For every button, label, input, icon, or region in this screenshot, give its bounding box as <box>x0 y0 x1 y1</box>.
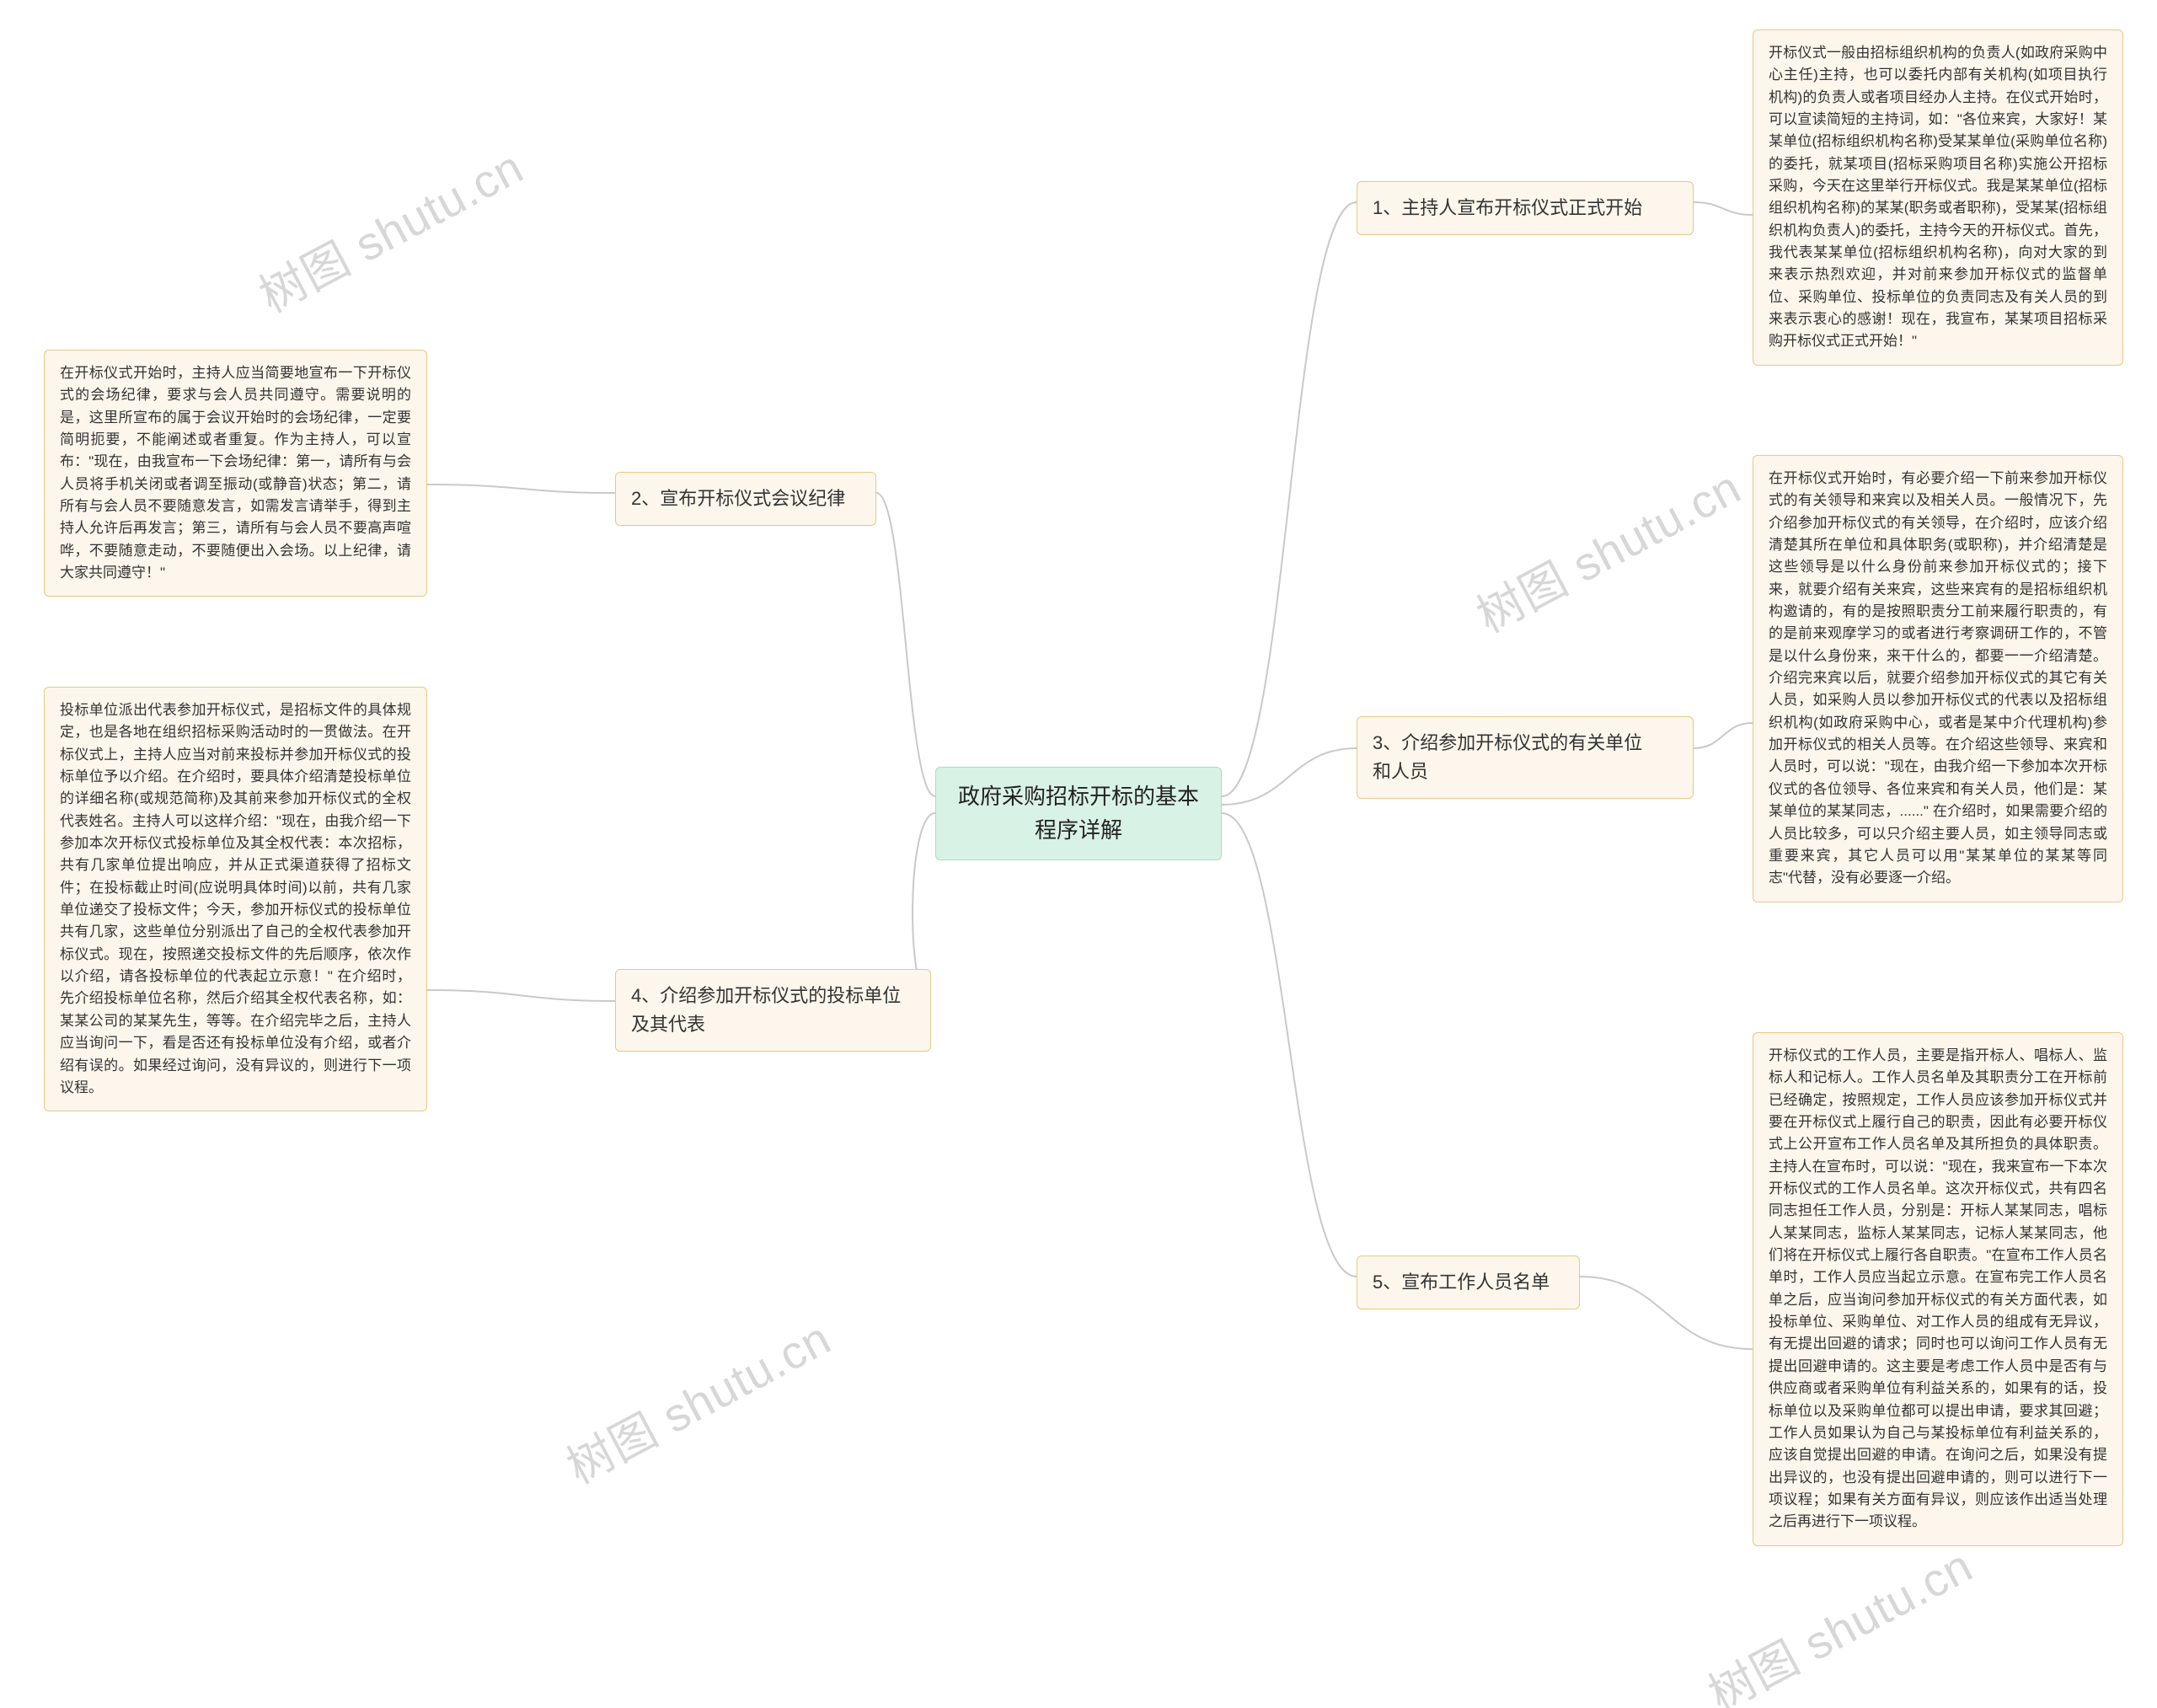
watermark: 树图 shutu.cn <box>1694 1529 1982 1708</box>
step-node-4[interactable]: 4、介绍参加开标仪式的投标单位 及其代表 <box>615 969 931 1052</box>
detail-node-4: 投标单位派出代表参加开标仪式，是招标文件的具体规定，也是各地在组织招标采购活动时… <box>44 687 427 1111</box>
mindmap-canvas: 树图 shutu.cn 树图 shutu.cn 树图 shutu.cn 树图 s… <box>0 0 2157 1708</box>
detail-node-1: 开标仪式一般由招标组织机构的负责人(如政府采购中心主任)主持，也可以委托内部有关… <box>1753 29 2123 366</box>
step-node-5[interactable]: 5、宣布工作人员名单 <box>1357 1256 1580 1309</box>
center-node[interactable]: 政府采购招标开标的基本 程序详解 <box>935 767 1222 860</box>
step-node-2[interactable]: 2、宣布开标仪式会议纪律 <box>615 472 876 526</box>
detail-node-2: 在开标仪式开始时，主持人应当简要地宣布一下开标仪式的会场纪律，要求与会人员共同遵… <box>44 350 427 597</box>
step-node-3[interactable]: 3、介绍参加开标仪式的有关单位 和人员 <box>1357 716 1694 799</box>
watermark: 树图 shutu.cn <box>245 130 533 325</box>
step-node-1[interactable]: 1、主持人宣布开标仪式正式开始 <box>1357 181 1694 235</box>
detail-node-3: 在开标仪式开始时，有必要介绍一下前来参加开标仪式的有关领导和来宾以及相关人员。一… <box>1753 455 2123 902</box>
watermark: 树图 shutu.cn <box>1463 450 1750 645</box>
detail-node-5: 开标仪式的工作人员，主要是指开标人、唱标人、监标人和记标人。工作人员名单及其职责… <box>1753 1032 2123 1546</box>
watermark: 树图 shutu.cn <box>553 1301 840 1497</box>
